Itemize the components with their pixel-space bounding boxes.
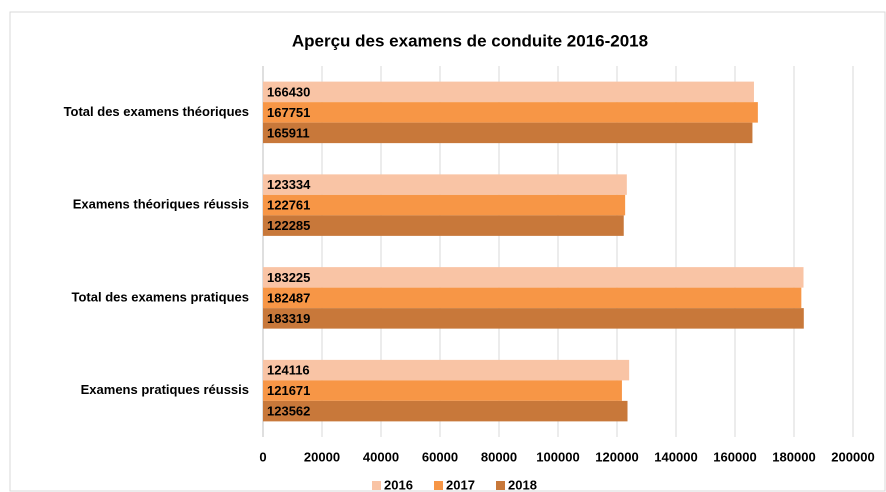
x-tick-label: 140000	[654, 449, 697, 464]
x-tick-label: 180000	[772, 449, 815, 464]
y-tick-label: Examens théoriques réussis	[73, 197, 249, 212]
data-label: 183225	[267, 270, 310, 285]
x-tick-label: 40000	[363, 449, 399, 464]
x-tick-label: 80000	[481, 449, 517, 464]
data-label: 165911	[267, 125, 310, 140]
data-label: 123334	[267, 177, 311, 192]
x-tick-label: 160000	[713, 449, 756, 464]
data-label: 183319	[267, 311, 310, 326]
x-tick-label: 100000	[536, 449, 579, 464]
x-tick-label: 0	[259, 449, 266, 464]
bar	[263, 267, 804, 288]
bar	[263, 194, 626, 216]
data-label: 166430	[267, 84, 310, 99]
bar	[263, 102, 758, 123]
legend-label: 2017	[446, 477, 475, 492]
x-tick-label: 200000	[831, 449, 874, 464]
x-tick-label: 120000	[595, 449, 638, 464]
y-tick-label: Examens pratiques réussis	[81, 382, 249, 397]
y-tick-label: Total des examens théoriques	[64, 104, 249, 119]
bar	[263, 287, 802, 309]
bar	[263, 81, 754, 103]
x-tick-label: 60000	[422, 449, 458, 464]
legend-label: 2016	[384, 477, 413, 492]
bar	[263, 122, 753, 144]
x-tick-label: 20000	[304, 449, 340, 464]
data-label: 122285	[267, 218, 310, 233]
legend-label: 2018	[508, 477, 537, 492]
bar	[263, 215, 624, 236]
data-label: 121671	[267, 383, 310, 398]
legend-swatch	[434, 481, 443, 490]
data-label: 123562	[267, 404, 310, 419]
bar	[263, 380, 622, 401]
legend-swatch	[372, 481, 381, 490]
y-tick-label: Total des examens pratiques	[72, 289, 250, 304]
data-label: 182487	[267, 290, 310, 305]
bar	[263, 308, 804, 329]
data-label: 167751	[267, 105, 310, 120]
data-label: 124116	[267, 363, 310, 378]
legend-swatch	[496, 481, 505, 490]
bar	[263, 359, 630, 381]
data-label: 122761	[267, 198, 310, 213]
bar	[263, 174, 627, 195]
chart-title: Aperçu des examens de conduite 2016-2018	[292, 31, 648, 50]
bar	[263, 400, 628, 422]
